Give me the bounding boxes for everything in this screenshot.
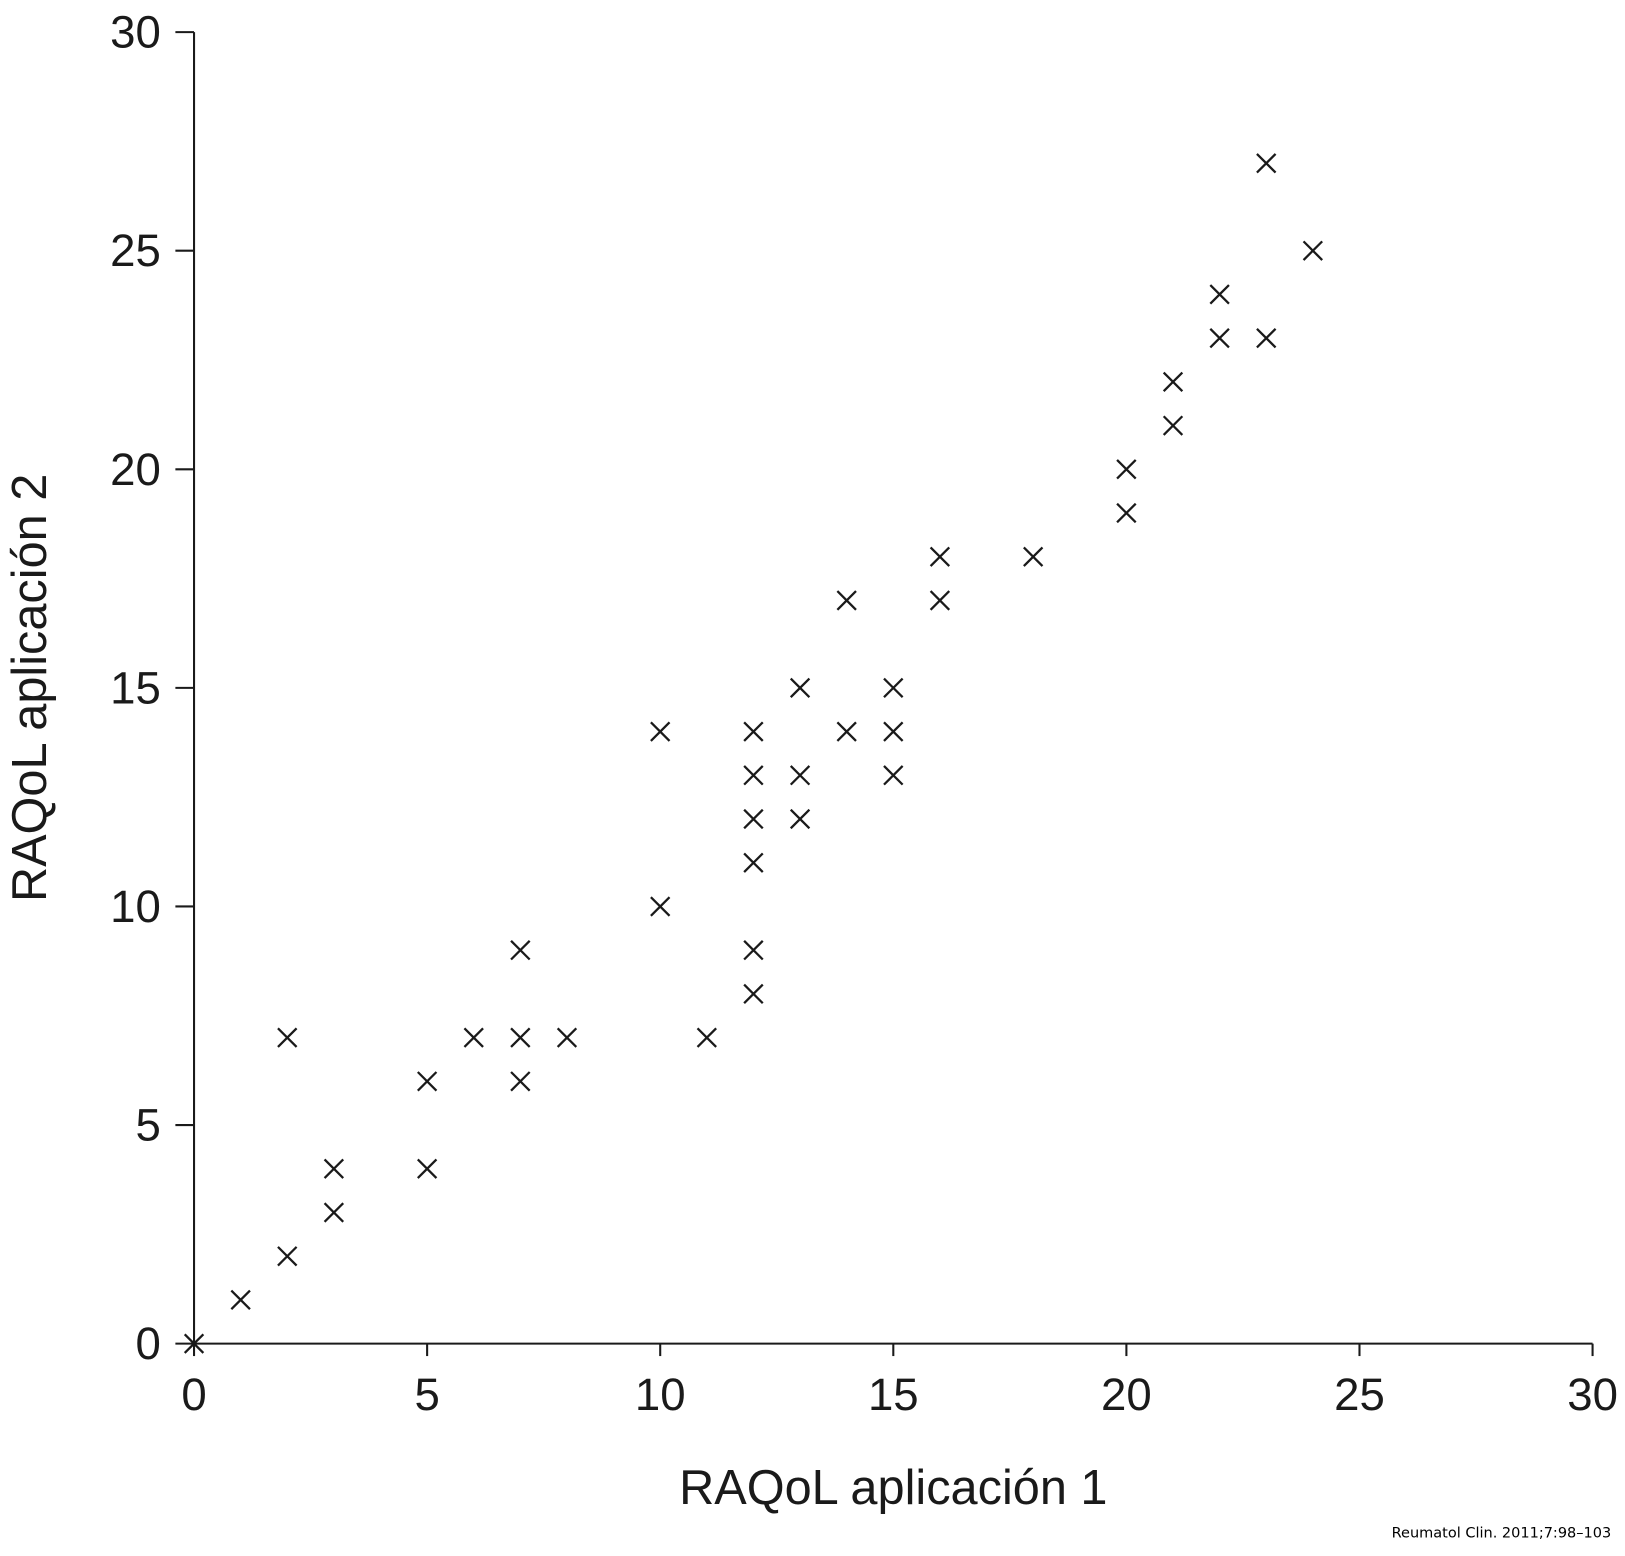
data-point	[556, 1027, 578, 1048]
data-point	[883, 677, 904, 699]
data-point	[743, 940, 764, 961]
data-point	[183, 1333, 205, 1354]
x-tick-label: 5	[414, 1369, 439, 1420]
data-point	[510, 940, 531, 961]
data-point	[789, 677, 811, 699]
data-point	[277, 1027, 298, 1048]
x-axis-title: RAQoL aplicación 1	[679, 1461, 1107, 1515]
data-point	[743, 721, 764, 742]
y-tick-label: 0	[136, 1318, 161, 1369]
x-tick-label: 20	[1101, 1369, 1152, 1420]
data-point	[1256, 328, 1277, 349]
x-tick-label: 30	[1567, 1369, 1618, 1420]
y-tick-label: 10	[110, 881, 161, 932]
data-point	[416, 1158, 438, 1179]
y-tick-label: 25	[110, 225, 161, 276]
x-ticks: 0 5 10 15 20 25 30	[181, 1343, 1618, 1420]
data-point	[789, 765, 811, 786]
data-point	[929, 546, 951, 567]
y-tick-label: 5	[136, 1100, 161, 1151]
data-point	[696, 1027, 717, 1048]
data-point	[650, 721, 671, 742]
x-tick-label: 10	[635, 1369, 686, 1420]
x-tick-label: 25	[1334, 1369, 1385, 1420]
data-point	[1209, 328, 1230, 349]
data-points	[183, 153, 1323, 1354]
data-point	[743, 852, 764, 873]
data-point	[1162, 371, 1184, 392]
y-tick-label: 20	[110, 444, 161, 495]
data-point	[836, 721, 857, 742]
data-point	[1116, 459, 1137, 480]
data-point	[1302, 240, 1323, 261]
y-tick-label: 15	[110, 662, 161, 713]
data-point	[743, 983, 764, 1005]
data-point	[789, 808, 811, 830]
data-point	[1256, 153, 1277, 174]
data-point	[463, 1027, 484, 1048]
data-point	[883, 721, 904, 742]
data-point	[650, 896, 671, 917]
data-point	[1162, 415, 1184, 436]
data-point	[510, 1071, 531, 1092]
data-point	[836, 590, 857, 611]
data-point	[230, 1289, 251, 1311]
data-point	[323, 1202, 345, 1223]
data-point	[743, 808, 764, 830]
y-tick-label: 30	[110, 7, 161, 58]
data-point	[510, 1027, 531, 1048]
data-point	[323, 1158, 345, 1179]
data-point	[883, 765, 904, 786]
data-point	[929, 590, 951, 611]
data-point	[743, 765, 764, 786]
citation: Reumatol Clin. 2011;7:98–103	[1392, 1525, 1612, 1541]
data-point	[1209, 284, 1230, 305]
data-point	[277, 1246, 298, 1267]
data-point	[1116, 502, 1137, 524]
data-point	[1023, 546, 1044, 567]
x-tick-label: 15	[868, 1369, 919, 1420]
y-ticks: 0 5 10 15 20 25 30	[110, 7, 195, 1369]
x-tick-label: 0	[181, 1369, 206, 1420]
y-axis-title: RAQoL aplicación 2	[3, 474, 57, 902]
data-point	[416, 1071, 438, 1092]
